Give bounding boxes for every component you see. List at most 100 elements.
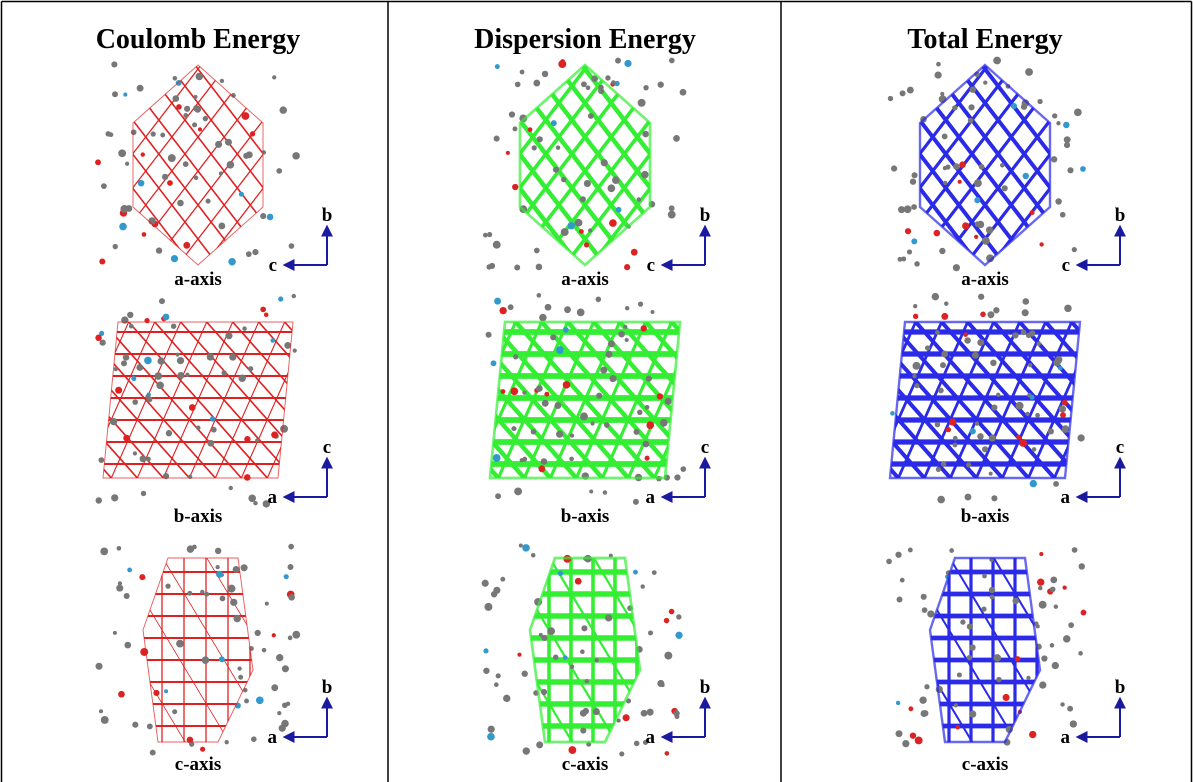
framework-bond [701,310,781,490]
molecule [921,594,927,600]
view-label: a-axis [561,269,609,290]
molecule [980,312,986,318]
molecule [975,421,979,425]
molecule [925,345,930,350]
molecule [207,353,214,360]
molecule [550,334,556,340]
molecule [912,172,918,178]
molecule [229,486,233,490]
molecule [486,264,491,269]
molecule [563,655,568,660]
molecule [914,261,919,266]
molecule [676,614,681,619]
molecule [279,106,287,114]
molecule [904,205,912,213]
molecule [575,578,582,585]
framework-bond [725,550,845,750]
molecule [538,465,545,472]
axis-letter: c [323,437,331,458]
molecule [204,592,209,597]
molecule [575,219,583,227]
molecule [288,564,294,570]
molecule [953,264,960,271]
molecule [646,421,654,429]
framework-bond [805,310,885,490]
molecule [147,723,153,729]
molecule [123,435,130,442]
molecule [982,237,990,245]
molecule [246,251,252,257]
framework-bond [789,310,869,490]
molecule [113,244,118,249]
framework-bond [0,550,102,750]
molecule [100,547,108,555]
molecule [276,168,282,174]
axis-letter: c [647,255,655,276]
molecule [612,176,620,184]
molecule [132,722,138,728]
molecule [915,736,923,744]
molecule [243,153,249,159]
molecule [522,671,528,677]
molecule [483,233,488,238]
framework-bond [865,0,1105,21]
molecule [1081,610,1087,616]
molecule [665,398,672,405]
molecule [579,229,584,234]
molecule [1063,122,1070,129]
molecule [553,167,559,173]
axis-letter: b [700,677,711,698]
molecule [202,656,210,664]
molecule [513,354,518,359]
molecule [949,548,954,553]
framework-bond [363,310,443,490]
molecule [491,360,497,366]
molecule [522,457,527,462]
molecule [483,668,489,674]
molecule [293,348,297,352]
molecule [288,544,294,550]
molecule [168,154,176,162]
molecule [605,75,610,80]
molecule [955,725,959,729]
molecule [165,583,170,588]
molecule [150,750,156,756]
molecule [596,393,602,399]
molecule [1037,578,1044,585]
molecule [638,99,646,107]
molecule [924,684,929,689]
view-label: c-axis [962,754,1008,775]
molecule [511,426,516,431]
molecule [927,610,934,617]
molecule [196,73,204,81]
framework-bond [813,550,933,750]
molecule [531,553,536,558]
molecule [1060,702,1064,706]
molecule [641,325,647,331]
framework-bond [465,0,705,21]
molecule [1011,103,1017,109]
molecule [935,330,940,335]
view-label: b-axis [561,506,610,527]
molecule [982,446,988,452]
molecule [1062,400,1068,406]
molecule [553,654,558,659]
molecule [624,60,631,67]
molecule [631,249,638,256]
molecule [193,105,200,112]
molecule [163,314,170,321]
molecule [1058,366,1063,371]
framework-bond [271,310,431,490]
axis-letter: b [700,205,711,226]
molecule [907,87,914,94]
molecule [506,151,510,155]
framework-bond [78,0,318,21]
molecule [292,294,296,298]
molecule [987,311,994,318]
molecule [608,184,616,192]
molecule [123,93,127,97]
molecule [583,708,589,714]
molecule [276,654,283,661]
framework-bond [0,310,44,490]
view-label: b-axis [961,506,1010,527]
